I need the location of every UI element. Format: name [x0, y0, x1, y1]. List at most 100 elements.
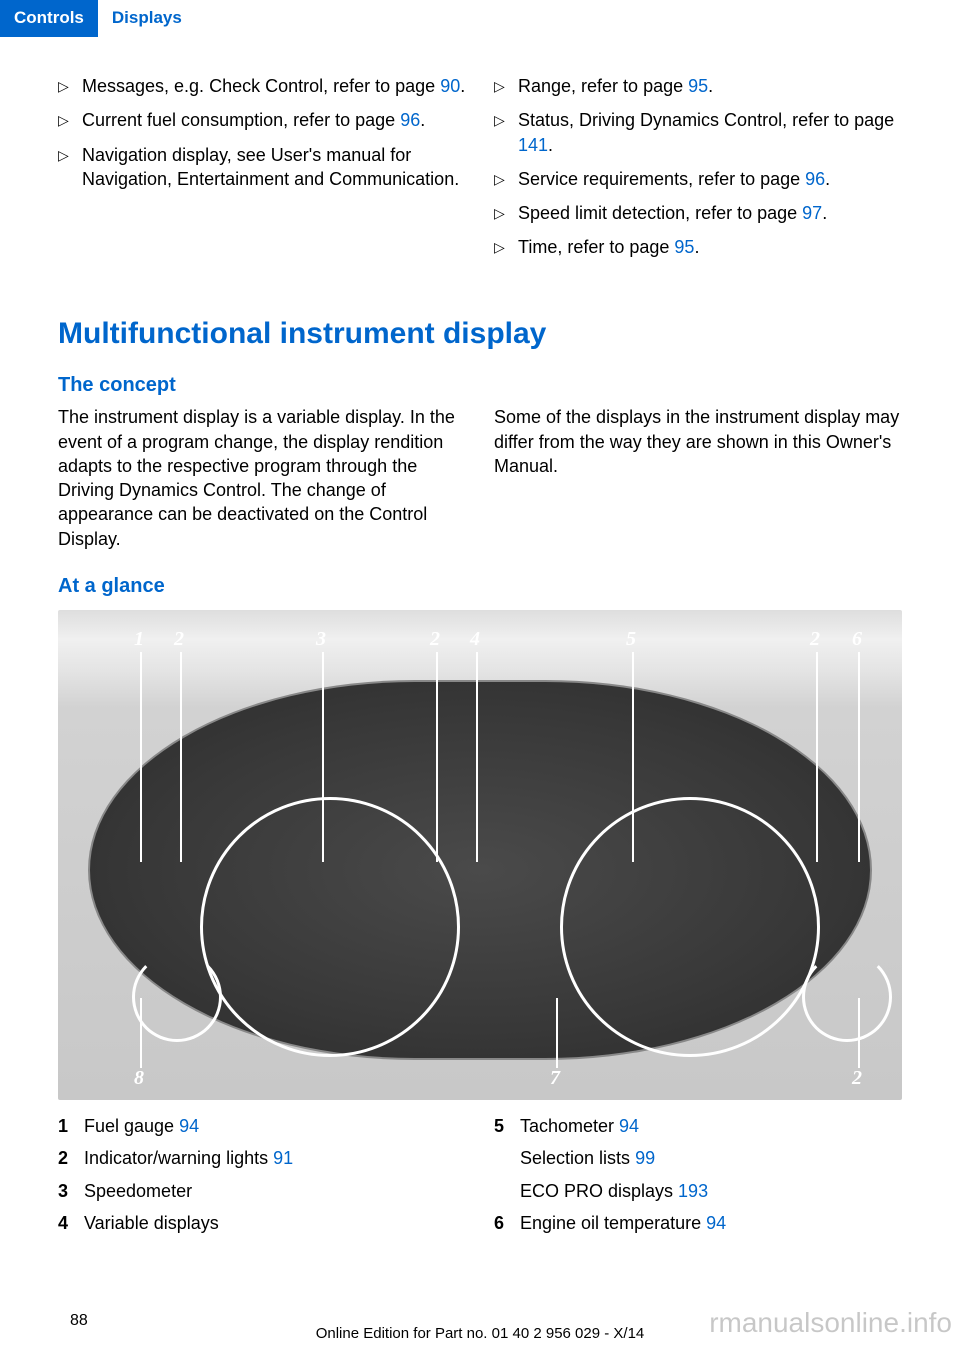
page-link[interactable]: 96: [400, 110, 420, 130]
legend-label: Tachometer: [520, 1116, 619, 1136]
callout-line: [816, 652, 818, 862]
bullet-post: .: [694, 237, 699, 257]
legend-left-col: 1Fuel gauge 94 2Indicator/warning lights …: [58, 1114, 466, 1243]
concept-right: Some of the displays in the instrument d…: [494, 405, 902, 551]
bullet-text: Range, refer to page 95.: [518, 74, 902, 98]
legend-right-col: 5Tachometer 94 Selection lists 99 ECO PRO …: [494, 1114, 902, 1243]
bullet-pre: Messages, e.g. Check Control, refer to p…: [82, 76, 440, 96]
gauge-left-small: [132, 952, 222, 1042]
watermark: rmanualsonline.info: [709, 1304, 952, 1342]
tab-displays: Displays: [98, 0, 196, 37]
legend-number: 3: [58, 1179, 84, 1203]
legend-text: Engine oil temperature 94: [520, 1211, 902, 1235]
bullet-text: Status, Driving Dynamics Control, refer …: [518, 108, 902, 157]
page-link[interactable]: 99: [635, 1148, 655, 1168]
legend-label: Variable displays: [84, 1213, 219, 1233]
page-link[interactable]: 94: [619, 1116, 639, 1136]
bullet-pre: Navigation display, see User's manual fo…: [82, 145, 459, 189]
legend-text: Fuel gauge 94: [84, 1114, 466, 1138]
legend-item: 1Fuel gauge 94: [58, 1114, 466, 1138]
page-link[interactable]: 95: [688, 76, 708, 96]
callout-number: 1: [134, 626, 144, 653]
page-link[interactable]: 94: [179, 1116, 199, 1136]
page-link[interactable]: 141: [518, 135, 548, 155]
callout-number: 4: [470, 626, 480, 653]
legend-label: Speedometer: [84, 1181, 192, 1201]
gauge-right-main: [560, 797, 820, 1057]
page-link[interactable]: 193: [678, 1181, 708, 1201]
bullet-item: ▷Time, refer to page 95.: [494, 235, 902, 259]
bullet-post: .: [708, 76, 713, 96]
page-link[interactable]: 96: [805, 169, 825, 189]
instrument-diagram: 12324526872: [58, 610, 902, 1100]
legend-sub-item: Selection lists 99: [520, 1146, 902, 1170]
callout-line: [180, 652, 182, 862]
bullet-post: .: [460, 76, 465, 96]
legend-number: 4: [58, 1211, 84, 1235]
bullet-pre: Speed limit detection, refer to page: [518, 203, 802, 223]
bullet-text: Speed limit detection, refer to page 97.: [518, 201, 902, 225]
bullet-item: ▷Speed limit detection, refer to page 97…: [494, 201, 902, 225]
bullet-text: Service requirements, refer to page 96.: [518, 167, 902, 191]
bullet-marker-icon: ▷: [494, 74, 518, 98]
legend-text: Speedometer: [84, 1179, 466, 1203]
callout-number: 2: [430, 626, 440, 653]
callout-line: [858, 652, 860, 862]
cluster-shape: [88, 680, 872, 1060]
bullet-marker-icon: ▷: [494, 108, 518, 157]
bullet-text: Current fuel consumption, refer to page …: [82, 108, 466, 132]
legend-text: Indicator/warning lights 91: [84, 1146, 466, 1170]
legend-number: 1: [58, 1114, 84, 1138]
callout-line: [632, 652, 634, 862]
callout-line: [140, 998, 142, 1068]
bullet-post: .: [420, 110, 425, 130]
legend-item: 2Indicator/warning lights 91: [58, 1146, 466, 1170]
callout-number: 2: [174, 626, 184, 653]
page-link[interactable]: 95: [674, 237, 694, 257]
section-title: Multifunctional instrument display: [58, 314, 902, 355]
bullet-text: Messages, e.g. Check Control, refer to p…: [82, 74, 466, 98]
legend-text: Variable displays: [84, 1211, 466, 1235]
bullet-item: ▷Messages, e.g. Check Control, refer to …: [58, 74, 466, 98]
callout-line: [436, 652, 438, 862]
bullet-columns: ▷Messages, e.g. Check Control, refer to …: [58, 74, 902, 270]
page-link[interactable]: 91: [273, 1148, 293, 1168]
bullets-left-col: ▷Messages, e.g. Check Control, refer to …: [58, 74, 466, 270]
bullet-marker-icon: ▷: [58, 143, 82, 192]
bullet-item: ▷Status, Driving Dynamics Control, refer…: [494, 108, 902, 157]
page-link[interactable]: 90: [440, 76, 460, 96]
legend-sub-label: ECO PRO displays: [520, 1181, 678, 1201]
legend-item: 4Variable displays: [58, 1211, 466, 1235]
legend-item: 3Speedometer: [58, 1179, 466, 1203]
bullet-marker-icon: ▷: [58, 74, 82, 98]
bullet-pre: Service requirements, refer to page: [518, 169, 805, 189]
bullet-marker-icon: ▷: [58, 108, 82, 132]
page-header: Controls Displays: [0, 0, 960, 36]
page-link[interactable]: 97: [802, 203, 822, 223]
callout-line: [476, 652, 478, 862]
bullet-text: Time, refer to page 95.: [518, 235, 902, 259]
callout-line: [322, 652, 324, 862]
bullet-item: ▷Service requirements, refer to page 96.: [494, 167, 902, 191]
bullet-marker-icon: ▷: [494, 167, 518, 191]
page-link[interactable]: 94: [706, 1213, 726, 1233]
bullet-item: ▷Current fuel consumption, refer to page…: [58, 108, 466, 132]
legend-label: Indicator/warning lights: [84, 1148, 273, 1168]
callout-line: [140, 652, 142, 862]
concept-heading: The concept: [58, 372, 902, 399]
glance-heading: At a glance: [58, 573, 902, 600]
bullet-marker-icon: ▷: [494, 201, 518, 225]
callout-line: [556, 998, 558, 1068]
legend-item: 5Tachometer 94: [494, 1114, 902, 1138]
legend-sub-label: Selection lists: [520, 1148, 635, 1168]
legend-number: 5: [494, 1114, 520, 1138]
legend-label: Engine oil temperature: [520, 1213, 706, 1233]
legend-sub-item: ECO PRO displays 193: [520, 1179, 902, 1203]
gauge-left-main: [200, 797, 460, 1057]
legend-item: 6Engine oil temperature 94: [494, 1211, 902, 1235]
tab-controls: Controls: [0, 0, 98, 37]
bullet-post: .: [548, 135, 553, 155]
callout-number: 3: [316, 626, 326, 653]
bullet-post: .: [825, 169, 830, 189]
bullet-marker-icon: ▷: [494, 235, 518, 259]
